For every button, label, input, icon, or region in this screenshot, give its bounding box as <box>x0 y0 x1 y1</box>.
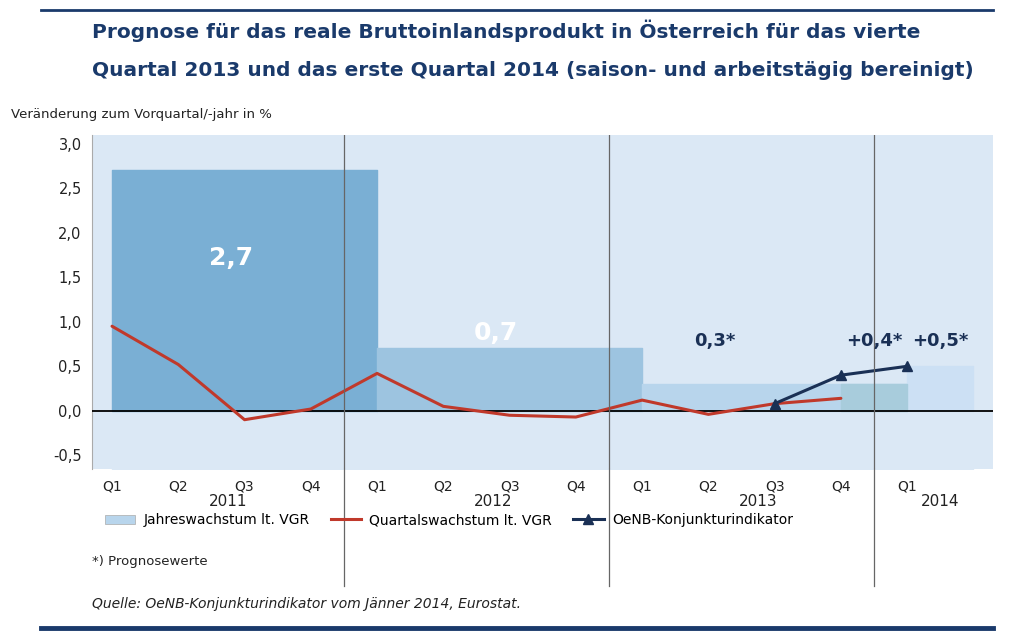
Text: +0,5*: +0,5* <box>912 333 969 351</box>
Text: 2012: 2012 <box>474 494 512 508</box>
Text: 2011: 2011 <box>209 494 247 508</box>
Text: Veränderung zum Vorquartal/-jahr in %: Veränderung zum Vorquartal/-jahr in % <box>11 108 272 121</box>
Text: 2013: 2013 <box>738 494 777 508</box>
Text: 2,7: 2,7 <box>209 246 253 270</box>
Text: 0,3*: 0,3* <box>694 333 735 351</box>
Text: Prognose für das reale Bruttoinlandsprodukt in Österreich für das vierte: Prognose für das reale Bruttoinlandsprod… <box>92 19 921 42</box>
Legend: Jahreswachstum lt. VGR, Quartalswachstum lt. VGR, OeNB-Konjunkturindikator: Jahreswachstum lt. VGR, Quartalswachstum… <box>99 508 799 533</box>
Text: 2014: 2014 <box>921 494 959 508</box>
Text: 0,7: 0,7 <box>474 322 518 345</box>
Text: Quelle: OeNB-Konjunkturindikator vom Jänner 2014, Eurostat.: Quelle: OeNB-Konjunkturindikator vom Jän… <box>92 597 521 611</box>
Text: *) Prognosewerte: *) Prognosewerte <box>92 555 208 568</box>
Text: Quartal 2013 und das erste Quartal 2014 (saison- und arbeitstägig bereinigt): Quartal 2013 und das erste Quartal 2014 … <box>92 61 974 80</box>
Text: +0,4*: +0,4* <box>846 333 902 351</box>
